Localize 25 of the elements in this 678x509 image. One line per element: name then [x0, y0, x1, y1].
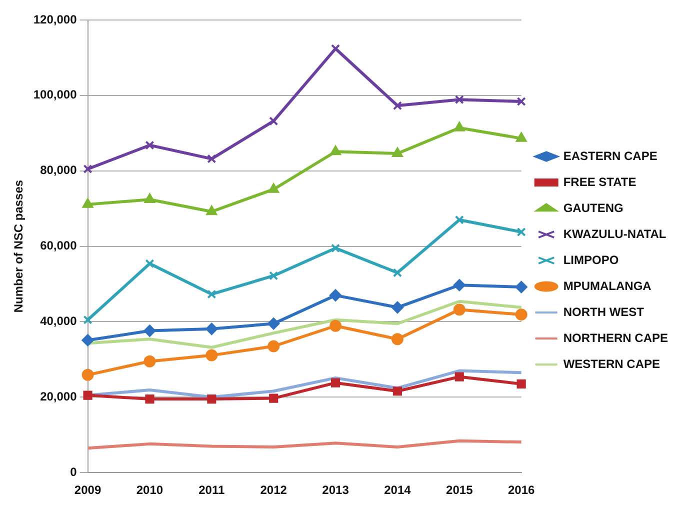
y-tick-label: 100,000: [33, 88, 78, 102]
legend-label: WESTERN CAPE: [563, 356, 660, 371]
legend-label: GAUTENG: [563, 200, 624, 215]
x-tick-label: 2009: [74, 483, 102, 498]
x-tick-label: 2011: [198, 483, 225, 498]
x-tick-label: 2016: [508, 483, 535, 498]
x-tick-label: 2013: [322, 483, 350, 498]
legend-label: KWAZULU-NATAL: [563, 226, 666, 241]
legend-label: EASTERN CAPE: [563, 148, 658, 163]
x-tick-label: 2010: [136, 483, 164, 498]
legend-label: LIMPOPO: [563, 252, 619, 267]
legend-label: NORTHERN CAPE: [563, 330, 668, 345]
y-tick-label: 80,000: [40, 163, 78, 178]
x-tick-label: 2012: [260, 483, 288, 498]
y-tick-label: 20,000: [40, 389, 78, 404]
y-tick-label: 0: [70, 464, 78, 479]
x-tick-label: 2014: [384, 483, 412, 498]
y-tick-label: 120,000: [33, 12, 78, 26]
y-axis-title: Number of NSC passes: [12, 180, 26, 313]
x-tick-label: 2015: [446, 483, 474, 498]
legend-label: NORTH WEST: [563, 304, 645, 319]
legend-label: MPUMALANGA: [563, 278, 652, 293]
legend-label: FREE STATE: [563, 174, 636, 189]
y-tick-label: 40,000: [40, 314, 78, 328]
y-tick-label: 60,000: [40, 238, 78, 253]
